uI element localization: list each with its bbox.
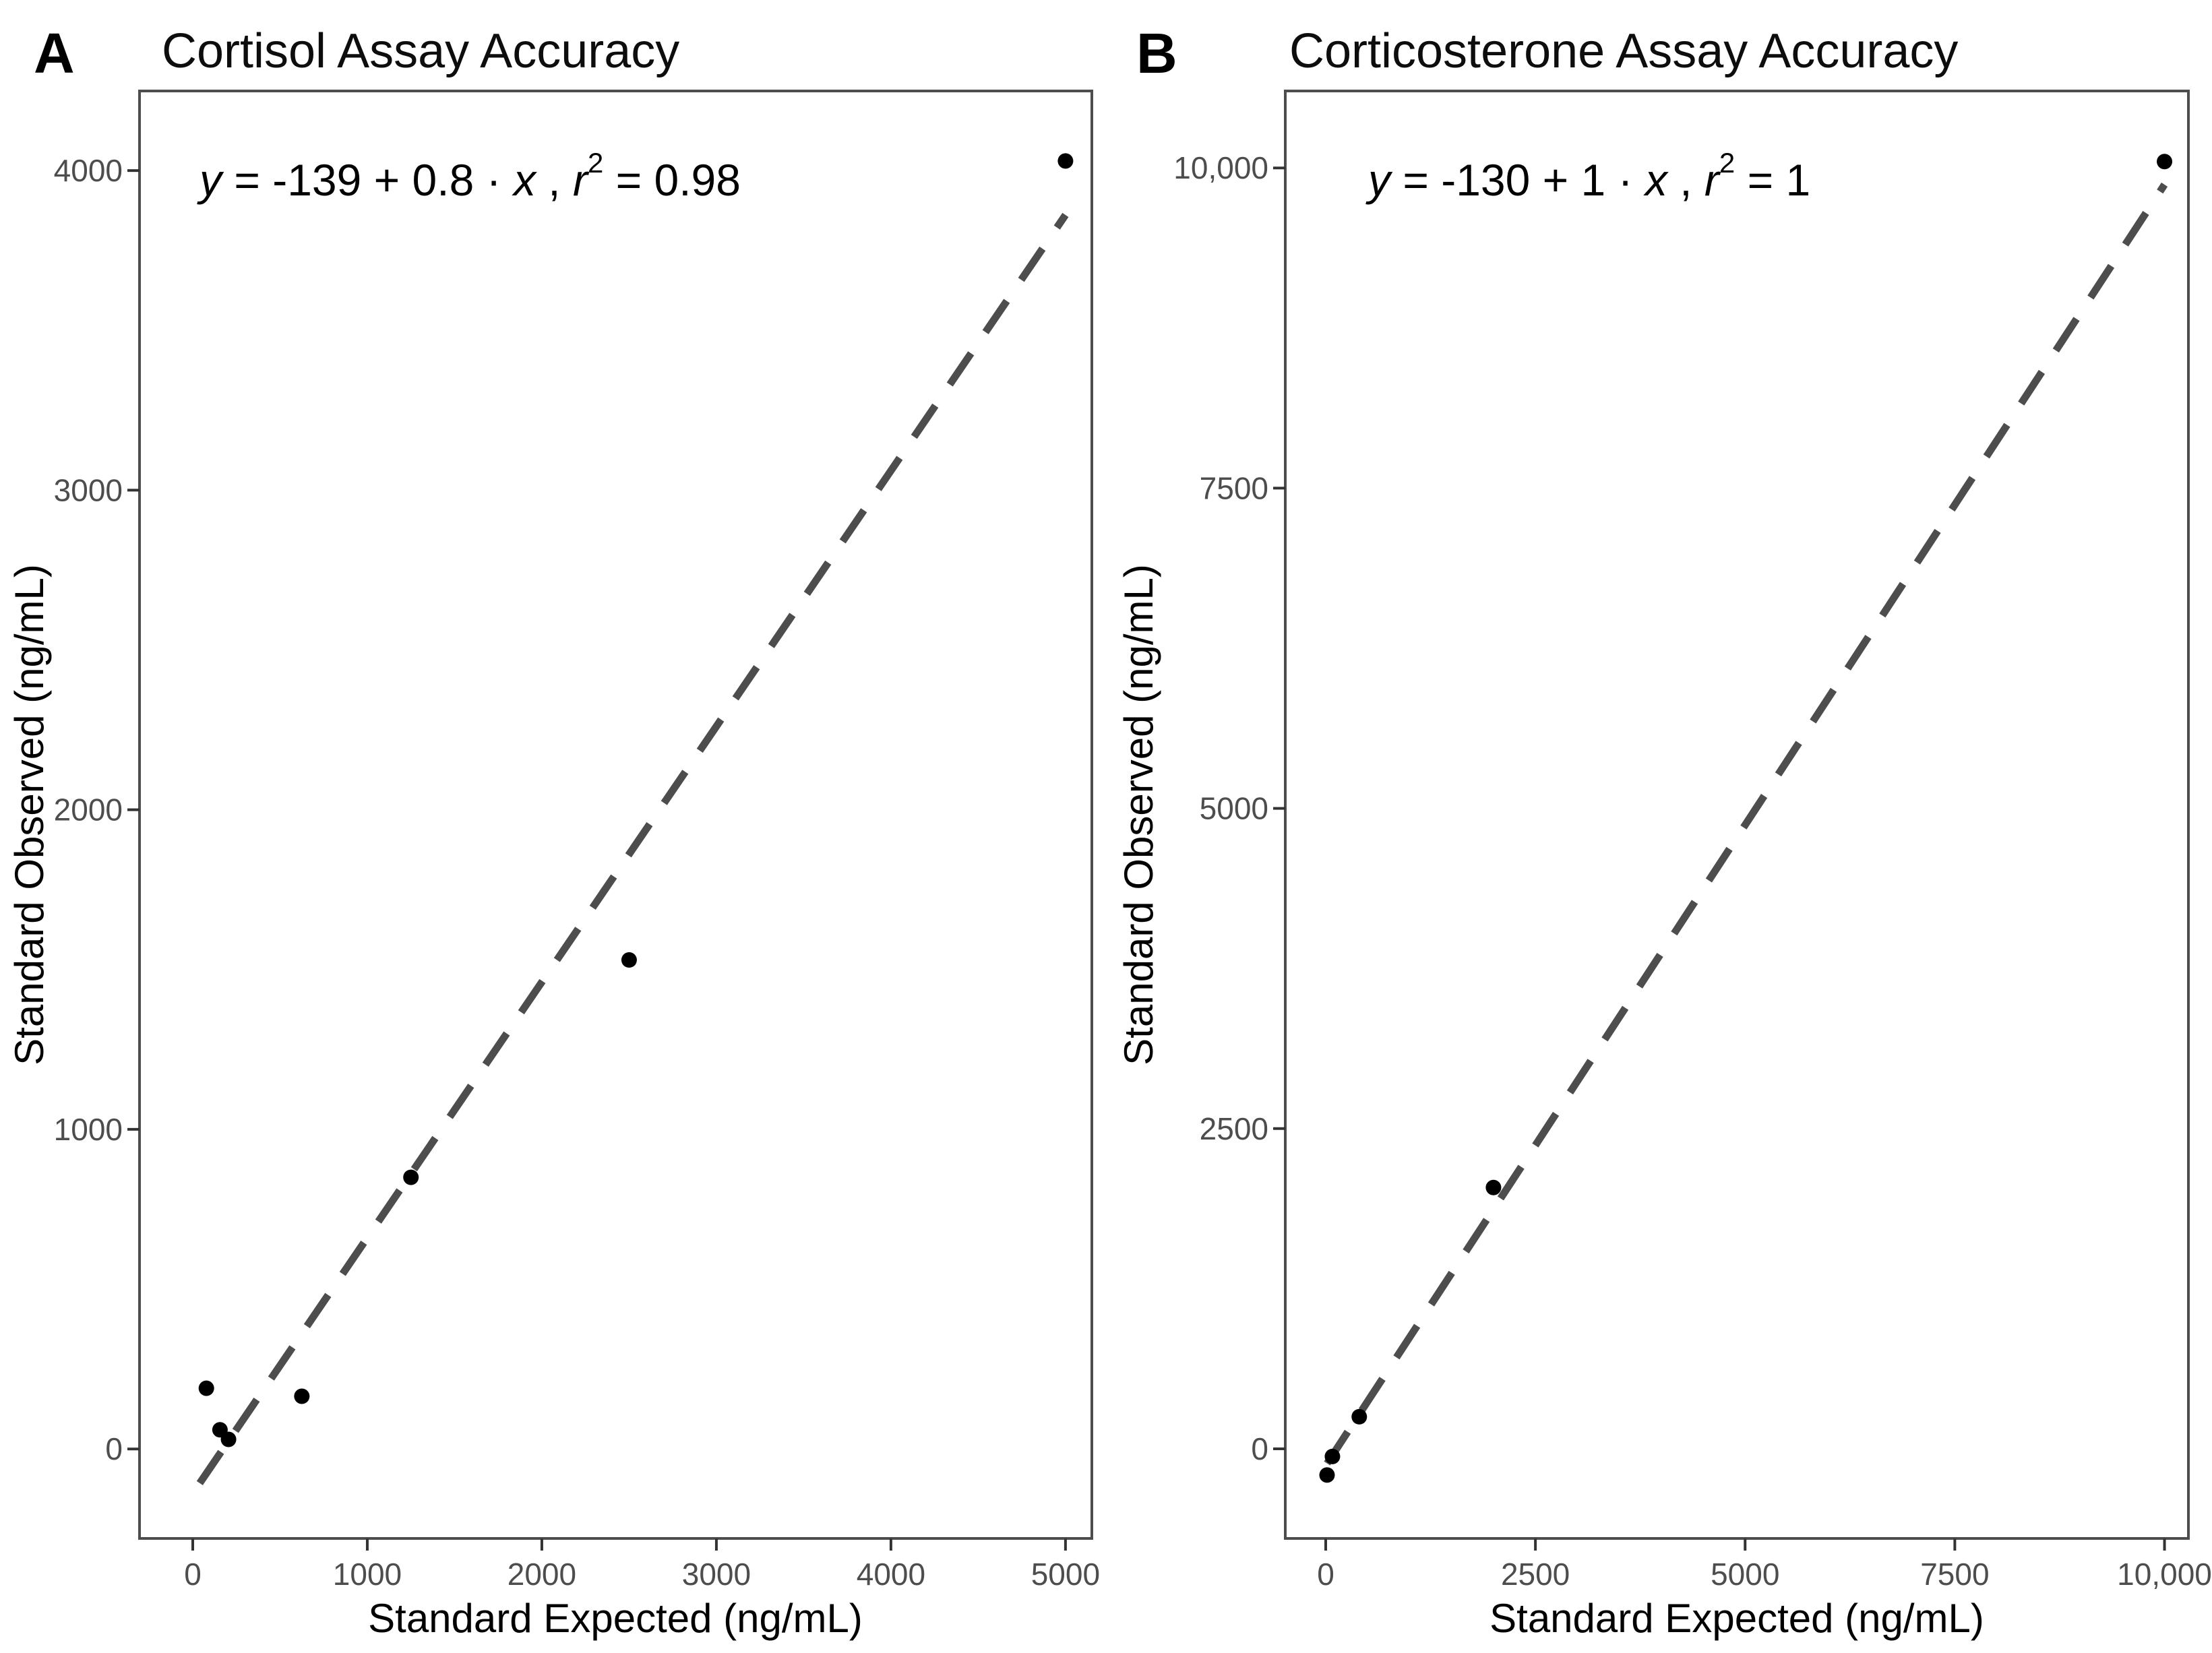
data-point	[2157, 154, 2173, 170]
x-tick-label: 0	[184, 1557, 202, 1592]
y-tick-label: 1000	[54, 1112, 123, 1147]
x-tick-label: 0	[1317, 1557, 1334, 1592]
x-tick-label: 2000	[508, 1557, 576, 1592]
panel-b-x-axis-title: Standard Expected (ng/mL)	[1489, 1596, 1984, 1641]
x-tick-label: 4000	[857, 1557, 925, 1592]
equation-segment: = -130 + 1 ·	[1390, 155, 1645, 205]
data-point	[1319, 1467, 1335, 1483]
data-point	[1057, 153, 1074, 169]
equation-segment: = 0.98	[603, 155, 741, 205]
x-tick-label: 1000	[333, 1557, 402, 1592]
panel-b-tag: B	[1136, 22, 1177, 85]
equation-segment: = 1	[1735, 155, 1810, 205]
panel-a-x-axis-title: Standard Expected (ng/mL)	[368, 1596, 863, 1641]
equation-segment: y	[1365, 155, 1393, 205]
panel-b-plot-area: 0 2500 5000 7500 10,000 0 2500 5000 7500 10,000	[1173, 90, 2212, 1592]
x-tick-label: 5000	[1031, 1557, 1100, 1592]
x-tick-label: 7500	[1920, 1557, 1989, 1592]
equation-segment: x	[1643, 155, 1669, 205]
data-point	[1351, 1408, 1368, 1425]
data-point	[1485, 1179, 1502, 1195]
panel-b-title: Corticosterone Assay Accuracy	[1289, 24, 1958, 78]
data-point	[294, 1388, 310, 1404]
regression-line	[1324, 182, 2168, 1466]
data-point	[1324, 1448, 1341, 1464]
equation-segment: r	[573, 155, 590, 205]
data-point	[198, 1380, 214, 1396]
x-tick-label: 5000	[1711, 1557, 1779, 1592]
panel-b-equation-annotation: y = -130 + 1 · x , r2 = 1	[1365, 147, 1810, 205]
panel-border	[1284, 90, 2190, 1540]
panel-a-title: Cortisol Assay Accuracy	[162, 24, 679, 78]
y-tick-label: 2500	[1200, 1111, 1268, 1146]
panel-b: B Corticosterone Assay Accuracy Standard…	[1116, 22, 2212, 1641]
equation-segment: y	[197, 155, 224, 205]
equation-superscript: 2	[588, 147, 603, 179]
equation-superscript: 2	[1719, 147, 1735, 179]
y-tick-label: 10,000	[1173, 150, 1268, 185]
panel-b-y-axis-title: Standard Observed (ng/mL)	[1116, 564, 1161, 1065]
y-tick-label: 0	[1251, 1431, 1268, 1466]
panel-border	[138, 90, 1093, 1540]
equation-segment: r	[1704, 155, 1721, 205]
panel-a-plot-area: 0 1000 2000 3000 4000 5000 0 1000 2000 3000 4000	[54, 90, 1100, 1592]
y-tick-label: 7500	[1200, 470, 1268, 505]
data-point	[220, 1431, 237, 1447]
data-point	[621, 952, 637, 968]
equation-segment: ,	[536, 155, 573, 205]
panel-a: A Cortisol Assay Accuracy Standard Expec…	[7, 22, 1100, 1641]
equation-segment: ,	[1667, 155, 1704, 205]
panel-a-tag: A	[34, 22, 75, 85]
x-tick-label: 3000	[682, 1557, 751, 1592]
x-tick-label: 2500	[1501, 1557, 1570, 1592]
panel-a-y-axis-title: Standard Observed (ng/mL)	[7, 564, 52, 1065]
equation-segment: = -139 + 0.8 ·	[222, 155, 514, 205]
x-tick-label: 10,000	[2117, 1557, 2212, 1592]
y-tick-label: 5000	[1200, 791, 1268, 826]
y-tick-label: 4000	[54, 153, 123, 188]
panel-a-equation-annotation: y = -139 + 0.8 · x , r2 = 0.98	[197, 147, 741, 205]
y-tick-label: 0	[105, 1431, 123, 1466]
regression-line	[196, 212, 1069, 1486]
y-tick-label: 2000	[54, 792, 123, 828]
y-tick-label: 3000	[54, 472, 123, 507]
data-point	[403, 1169, 419, 1185]
equation-segment: x	[512, 155, 537, 205]
